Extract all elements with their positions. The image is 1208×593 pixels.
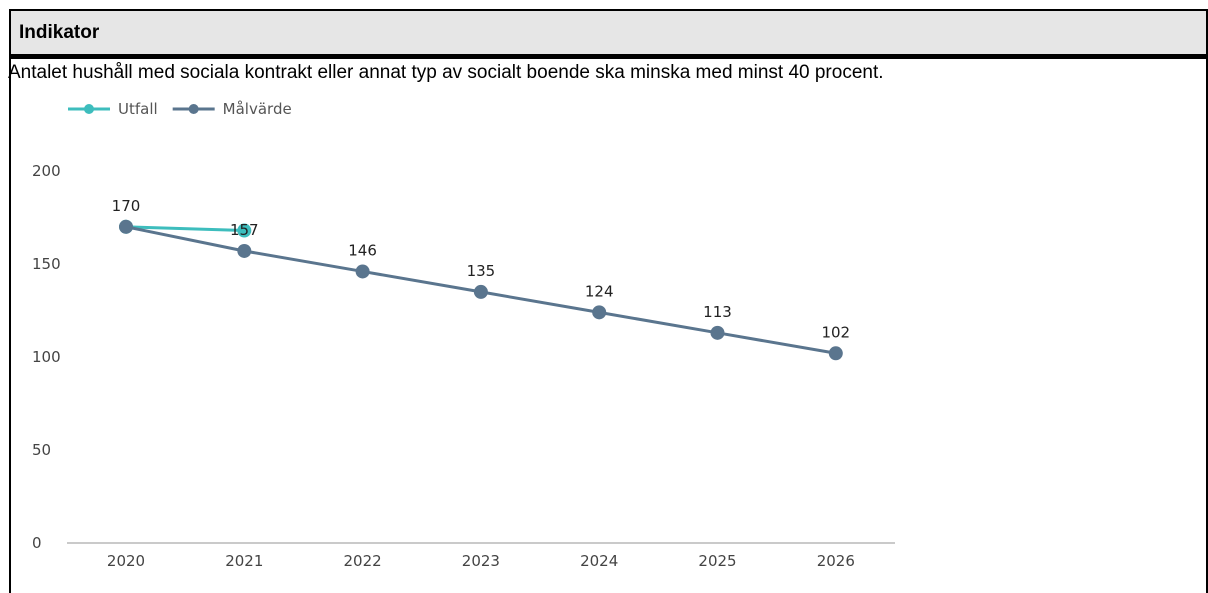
malvarde-point[interactable] [474,285,488,299]
y-axis: 0 50 100 150 200 [32,162,61,552]
x-axis: 2020 2021 2022 2023 2024 2025 2026 [67,543,895,570]
malvarde-point[interactable] [711,326,725,340]
y-tick-label: 200 [32,162,61,180]
data-labels: 170 157 146 135 124 113 102 [112,197,850,341]
y-tick-label: 50 [32,441,51,459]
data-label: 135 [467,262,496,280]
malvarde-point[interactable] [237,244,251,258]
malvarde-point[interactable] [592,305,606,319]
utfall-legend-label[interactable]: Utfall [118,100,158,118]
data-label: 157 [230,221,259,239]
x-tick-label: 2026 [817,552,855,570]
chart-legend: Utfall Målvärde [68,100,292,118]
y-tick-label: 100 [32,348,61,366]
utfall-legend-marker [84,104,94,114]
malvarde-point[interactable] [356,264,370,278]
x-tick-label: 2025 [698,552,736,570]
malvarde-legend-marker [189,104,199,114]
malvarde-point[interactable] [829,346,843,360]
data-label: 146 [348,241,377,259]
y-tick-label: 0 [32,534,42,552]
x-tick-label: 2020 [107,552,145,570]
y-tick-label: 150 [32,255,61,273]
series-layer [119,220,843,360]
data-label: 124 [585,282,614,300]
malvarde-legend-label[interactable]: Målvärde [223,100,292,118]
data-label: 102 [821,323,850,341]
x-tick-label: 2021 [225,552,263,570]
x-tick-label: 2022 [344,552,382,570]
data-label: 170 [112,197,141,215]
x-tick-label: 2023 [462,552,500,570]
malvarde-point[interactable] [119,220,133,234]
data-label: 113 [703,303,732,321]
x-tick-label: 2024 [580,552,618,570]
